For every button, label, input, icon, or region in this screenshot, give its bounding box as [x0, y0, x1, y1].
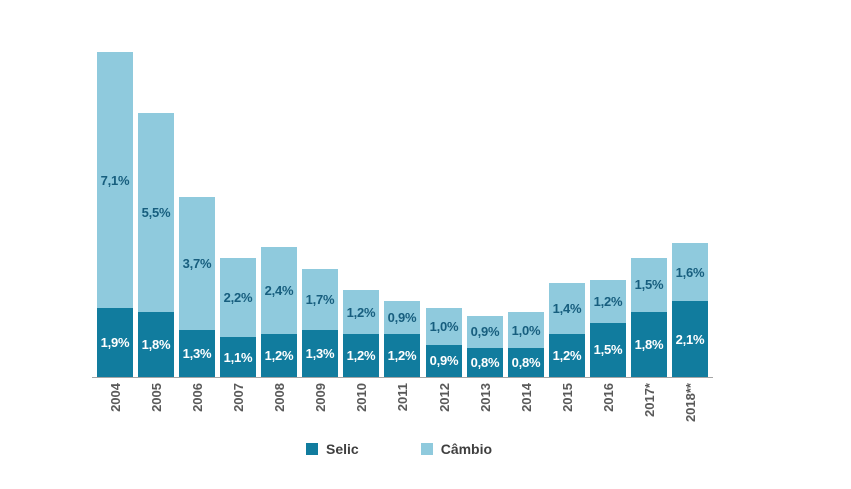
bar-value-label: 5,5%: [141, 205, 171, 221]
bar-value-label: 1,5%: [634, 277, 664, 293]
bar-segment-selic: 1,5%: [590, 322, 626, 377]
bar-value-label: 1,5%: [593, 342, 623, 358]
bar-value-label: 1,2%: [346, 304, 376, 320]
legend: Selic Câmbio: [306, 441, 492, 457]
x-axis-label: 2011: [394, 383, 410, 412]
x-axis-label: 2017*: [641, 383, 657, 417]
bar-segment-c-mbio: 5,5%: [138, 113, 174, 313]
bar-value-label: 1,8%: [634, 337, 664, 352]
bar-value-label: 1,2%: [264, 347, 294, 363]
x-axis-label: 2009: [312, 383, 328, 412]
bar-segment-selic: 1,3%: [302, 330, 338, 377]
bar-segment-selic: 1,2%: [549, 333, 585, 377]
bar-segment-c-mbio: 1,2%: [590, 279, 626, 323]
bar-value-label: 1,9%: [100, 335, 130, 351]
bar-value-label: 0,9%: [429, 353, 459, 369]
bar-segment-selic: 1,2%: [384, 333, 420, 377]
bar-segment-c-mbio: 1,7%: [302, 268, 338, 331]
legend-swatch-selic-icon: [306, 443, 318, 455]
bar-value-label: 1,2%: [593, 293, 623, 309]
bar-segment-c-mbio: 1,2%: [343, 290, 379, 334]
bar-segment-c-mbio: 2,2%: [220, 257, 256, 338]
bar-segment-c-mbio: 2,4%: [261, 247, 297, 334]
bar-segment-c-mbio: 0,9%: [384, 301, 420, 334]
bar-value-label: 1,2%: [346, 347, 376, 363]
bar-segment-selic: 0,8%: [467, 348, 503, 377]
bar-value-label: 1,6%: [675, 264, 705, 280]
bar-segment-c-mbio: 1,6%: [672, 243, 708, 302]
bar-segment-selic: 1,2%: [343, 333, 379, 377]
bar-value-label: 0,8%: [470, 355, 500, 371]
bar-value-label: 1,7%: [305, 291, 335, 307]
x-axis-label: 2005: [148, 383, 164, 412]
bar-value-label: 1,4%: [552, 300, 582, 316]
bar-value-label: 1,0%: [429, 318, 459, 334]
legend-label-cambio: Câmbio: [440, 441, 493, 457]
x-axis-label: 2012: [436, 383, 452, 412]
bar-value-label: 1,3%: [305, 346, 335, 362]
bar-segment-selic: 1,8%: [138, 312, 174, 377]
x-axis-label: 2018**: [682, 383, 698, 423]
bar-segment-c-mbio: 7,1%: [97, 52, 133, 309]
bar-value-label: 0,8%: [511, 355, 541, 371]
bar-segment-selic: 1,2%: [261, 333, 297, 377]
bar-value-label: 2,2%: [223, 290, 253, 306]
bar-value-label: 7,1%: [100, 172, 130, 188]
bar-segment-selic: 0,8%: [508, 348, 544, 377]
bar-value-label: 1,2%: [387, 347, 417, 363]
bar-segment-c-mbio: 1,4%: [549, 283, 585, 334]
legend-label-selic: Selic: [326, 441, 359, 457]
bar-segment-selic: 0,9%: [426, 344, 462, 377]
x-axis-label: 2015: [559, 383, 575, 412]
legend-item-cambio: Câmbio: [420, 441, 493, 457]
bar-value-label: 2,1%: [675, 331, 705, 347]
legend-item-selic: Selic: [306, 441, 359, 457]
bar-value-label: 0,9%: [470, 324, 500, 340]
bar-segment-c-mbio: 1,5%: [631, 257, 667, 312]
bar-segment-c-mbio: 0,9%: [467, 315, 503, 349]
x-axis-label: 2008: [271, 383, 287, 412]
x-axis-label: 2004: [107, 383, 123, 412]
bar-value-label: 1,1%: [223, 349, 253, 365]
x-axis-label: 2014: [518, 383, 534, 412]
bar-value-label: 0,9%: [387, 309, 417, 325]
bar-value-label: 1,0%: [511, 322, 541, 338]
bar-segment-selic: 1,1%: [220, 337, 256, 377]
bar-segment-c-mbio: 3,7%: [179, 196, 215, 331]
bar-value-label: 1,8%: [141, 337, 171, 352]
bar-segment-selic: 1,9%: [97, 308, 133, 377]
x-axis-label: 2016: [600, 383, 616, 412]
x-axis-label: 2007: [230, 383, 246, 412]
bar-segment-selic: 1,8%: [631, 312, 667, 377]
x-axis-label: 2010: [353, 383, 369, 412]
bar-value-label: 2,4%: [264, 282, 294, 298]
bar-segment-selic: 2,1%: [672, 301, 708, 377]
bar-segment-selic: 1,3%: [179, 330, 215, 377]
legend-swatch-cambio-icon: [420, 443, 433, 455]
bar-value-label: 1,2%: [552, 347, 582, 363]
bar-segment-c-mbio: 1,0%: [426, 308, 462, 345]
x-axis-label: 2013: [477, 383, 493, 412]
x-axis-label: 2006: [189, 383, 205, 412]
x-axis-line: [92, 377, 713, 378]
bar-value-label: 3,7%: [182, 255, 212, 271]
bar-segment-c-mbio: 1,0%: [508, 312, 544, 349]
bar-value-label: 1,3%: [182, 346, 212, 362]
